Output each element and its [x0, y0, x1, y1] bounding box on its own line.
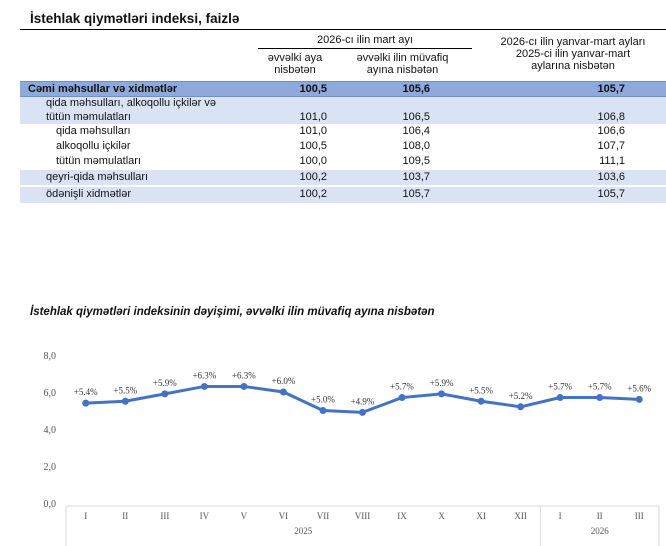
table-row: tütün məmulatları 100,0 109,5 111,1: [56, 155, 625, 167]
y-tick-label: 2,0: [44, 462, 57, 473]
data-label: +6.3%: [232, 370, 256, 380]
x-tick-label: II: [597, 511, 603, 521]
y-tick-label: 8,0: [44, 351, 57, 362]
x-tick-label: IX: [397, 511, 407, 521]
group-header: 2026-cı ilin mart ayı: [317, 34, 413, 46]
group-label: 2025: [294, 526, 313, 536]
data-point: [240, 382, 248, 390]
data-point: [438, 390, 446, 398]
group-rule: [258, 48, 472, 49]
y-tick-label: 4,0: [44, 425, 57, 436]
table-row: qeyri-qida məhsulları 100,2 103,7 103,6: [20, 170, 666, 185]
data-label: +5.5%: [113, 385, 137, 395]
x-tick-label: III: [160, 511, 169, 521]
data-point: [121, 397, 129, 405]
data-point: [82, 399, 90, 407]
data-label: +5.9%: [153, 378, 177, 388]
col3-header: 2026-cı ilin yanvar-mart ayları 2025-ci i…: [500, 36, 646, 72]
data-point: [596, 394, 604, 402]
data-point: [200, 382, 208, 390]
chart-title: İstehlak qiymətləri indeksinin dəyişimi,…: [30, 306, 435, 318]
x-tick-label: V: [241, 511, 248, 521]
x-tick-label: I: [559, 511, 562, 521]
data-label: +5.6%: [627, 383, 651, 393]
x-tick-label: XII: [514, 511, 527, 521]
x-tick-label: I: [84, 511, 87, 521]
data-point: [161, 390, 169, 398]
data-label: +5.0%: [311, 395, 335, 405]
data-label: +5.4%: [74, 387, 98, 397]
data-label: +5.7%: [588, 382, 612, 392]
table-title: İstehlak qiymətləri indeksi, faizlə: [30, 11, 240, 26]
data-label: +5.9%: [430, 378, 454, 388]
x-tick-label: III: [635, 511, 644, 521]
col2-header: əvvəlki ilin müvafiq ayına nisbətən: [356, 52, 449, 76]
data-label: +4.9%: [351, 396, 375, 406]
y-tick-label: 0,0: [44, 499, 57, 510]
data-label: +5.7%: [548, 382, 572, 392]
x-tick-label: IV: [200, 511, 210, 521]
group-label: 2026: [591, 526, 610, 536]
data-label: +5.5%: [469, 385, 493, 395]
x-tick-label: VIII: [355, 511, 371, 521]
x-tick-label: II: [122, 511, 128, 521]
x-tick-label: XI: [476, 511, 486, 521]
data-label: +5.7%: [390, 382, 414, 392]
title-rule: [20, 29, 666, 30]
col1-header: əvvəlki aya nisbətən: [267, 52, 323, 76]
data-point: [279, 388, 287, 396]
y-tick-label: 6,0: [44, 388, 57, 399]
data-point: [359, 408, 366, 416]
data-point: [398, 394, 406, 402]
data-point: [635, 395, 643, 403]
x-tick-label: X: [438, 511, 445, 521]
data-label: +6.0%: [272, 376, 296, 386]
table-row: Cəmi məhsullar və xidmətlər 100,5 105,6 10…: [20, 81, 666, 97]
x-tick-label: VII: [317, 511, 330, 521]
data-point: [517, 403, 525, 411]
table-row: alkoqollu içkilər 100,5 108,0 107,7: [56, 140, 625, 152]
data-label: +5.2%: [509, 391, 533, 401]
data-label: +6.3%: [192, 370, 216, 380]
x-tick-label: VI: [279, 511, 289, 521]
data-point: [319, 407, 327, 414]
data-point: [556, 394, 564, 402]
table-row: qida məhsulları, alkoqollu içkilər və tüt…: [20, 97, 666, 124]
data-point: [477, 397, 485, 405]
table-row: ödənişli xidmətlər 100,2 105,7 105,7: [20, 187, 666, 203]
table-row: qida məhsulları 101,0 106,4 106,6: [56, 125, 625, 137]
